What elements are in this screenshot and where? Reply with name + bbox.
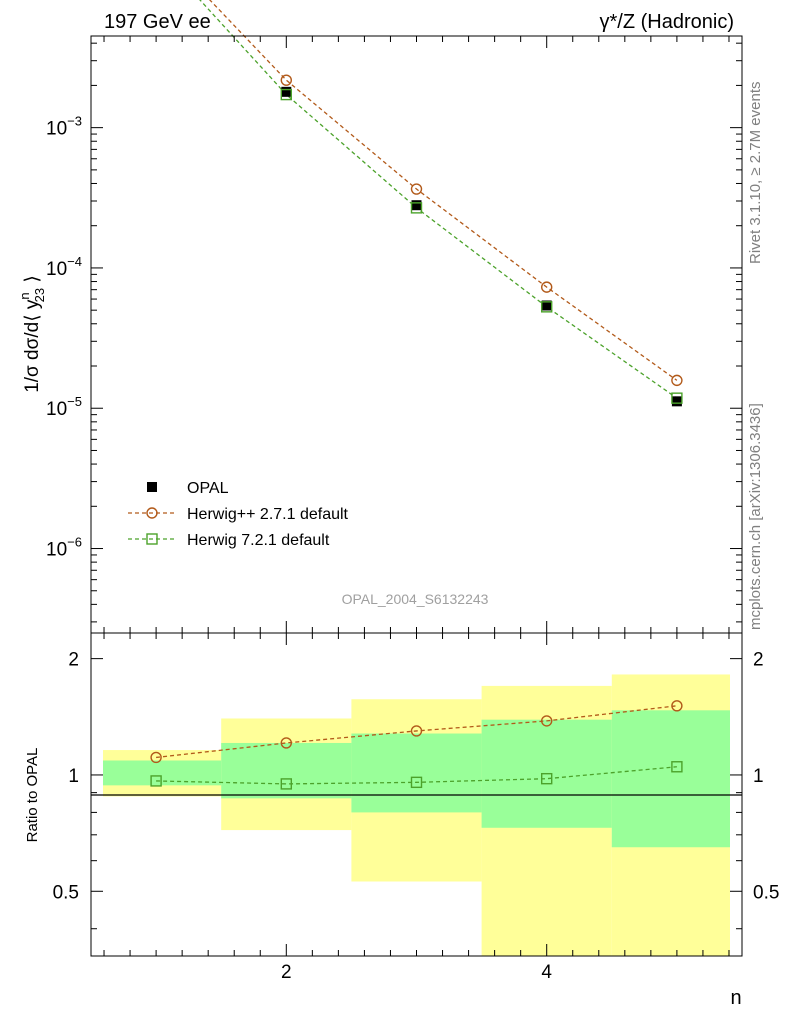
y-tick-label: 10−4 bbox=[46, 254, 82, 280]
ratio-point-series-0 bbox=[541, 715, 553, 727]
legend-marker bbox=[147, 482, 157, 492]
legend: OPAL Herwig++ 2.7.1 default Herwig 7.2.1 d… bbox=[128, 480, 349, 549]
data-point-series-0 bbox=[411, 200, 422, 211]
main-panel: OPAL_2004_S6132243 OPAL Herwig++ 2.7.1 de… bbox=[46, 0, 743, 634]
mcplots-label: mcplots.cern.ch [arXiv:1306.3436] bbox=[747, 403, 764, 630]
data-point-series-2 bbox=[671, 392, 683, 404]
data-point-series-1 bbox=[671, 374, 683, 387]
data-point-series-0 bbox=[541, 300, 552, 311]
data-point-series-2 bbox=[541, 301, 553, 313]
ratio-point-series-0 bbox=[671, 700, 683, 712]
data-point-series-0 bbox=[281, 86, 292, 97]
ratio-point-series-0 bbox=[280, 737, 292, 749]
data-point-series-2 bbox=[410, 202, 423, 214]
y-tick-label: 10−3 bbox=[46, 114, 82, 140]
ratio-panel: 0.5 0.5 1 1 2 2 2 4 bbox=[53, 632, 779, 983]
ratio-y-tick-label: 0.5 bbox=[53, 882, 79, 903]
ratio-line-0 bbox=[156, 705, 677, 759]
data-point-series-2 bbox=[280, 88, 292, 101]
analysis-watermark: OPAL_2004_S6132243 bbox=[342, 591, 489, 607]
uncertainty-band-inner bbox=[351, 733, 482, 813]
ratio-point-series-0 bbox=[410, 725, 423, 737]
data-point-series-1 bbox=[410, 183, 423, 195]
x-tick-label: 2 bbox=[281, 962, 292, 983]
main-y-axis-label: 1/σ dσ/d⟨ yn23 ⟩ bbox=[17, 275, 47, 393]
y-tick-label: 10−6 bbox=[46, 535, 82, 561]
ratio-point-series-1 bbox=[280, 778, 292, 790]
ratio-y-tick-label: 1 bbox=[68, 766, 79, 787]
legend-label: Herwig++ 2.7.1 default bbox=[187, 506, 349, 523]
legend-label: OPAL bbox=[187, 480, 229, 497]
ratio-point-series-1 bbox=[671, 761, 683, 773]
ratio-point-series-1 bbox=[410, 776, 423, 789]
x-axis-label: n bbox=[730, 987, 741, 1009]
ratio-y-tick-label-right: 1 bbox=[753, 766, 764, 787]
energy-title: 197 GeV ee bbox=[104, 11, 211, 33]
data-point-series-0 bbox=[671, 396, 682, 407]
series-line-1 bbox=[208, 0, 678, 381]
ratio-point-series-1 bbox=[541, 772, 553, 785]
ratio-y-tick-label-right: 2 bbox=[753, 650, 764, 671]
uncertainty-band-inner bbox=[611, 710, 730, 848]
ratio-y-tick-label: 2 bbox=[68, 650, 79, 671]
legend-marker bbox=[146, 507, 158, 519]
legend-marker bbox=[146, 533, 158, 545]
ratio-line-1 bbox=[156, 766, 677, 785]
x-tick-label: 4 bbox=[541, 962, 552, 983]
legend-label: Herwig 7.2.1 default bbox=[187, 532, 330, 549]
uncertainty-band-inner bbox=[221, 742, 352, 799]
ratio-y-axis-label: Ratio to OPAL bbox=[24, 748, 41, 843]
ratio-y-tick-label-right: 0.5 bbox=[753, 882, 779, 903]
y-tick-label: 10−5 bbox=[46, 394, 82, 420]
data-point-series-1 bbox=[280, 74, 292, 86]
ratio-point-series-1 bbox=[150, 775, 162, 787]
uncertainty-band-inner bbox=[103, 760, 222, 786]
rivet-version-label: Rivet 3.1.10, ≥ 2.7M events bbox=[747, 82, 764, 265]
data-point-series-1 bbox=[541, 281, 553, 293]
series-line-2 bbox=[199, 0, 678, 399]
process-title: γ*/Z (Hadronic) bbox=[600, 11, 734, 33]
ratio-point-series-0 bbox=[150, 751, 162, 764]
